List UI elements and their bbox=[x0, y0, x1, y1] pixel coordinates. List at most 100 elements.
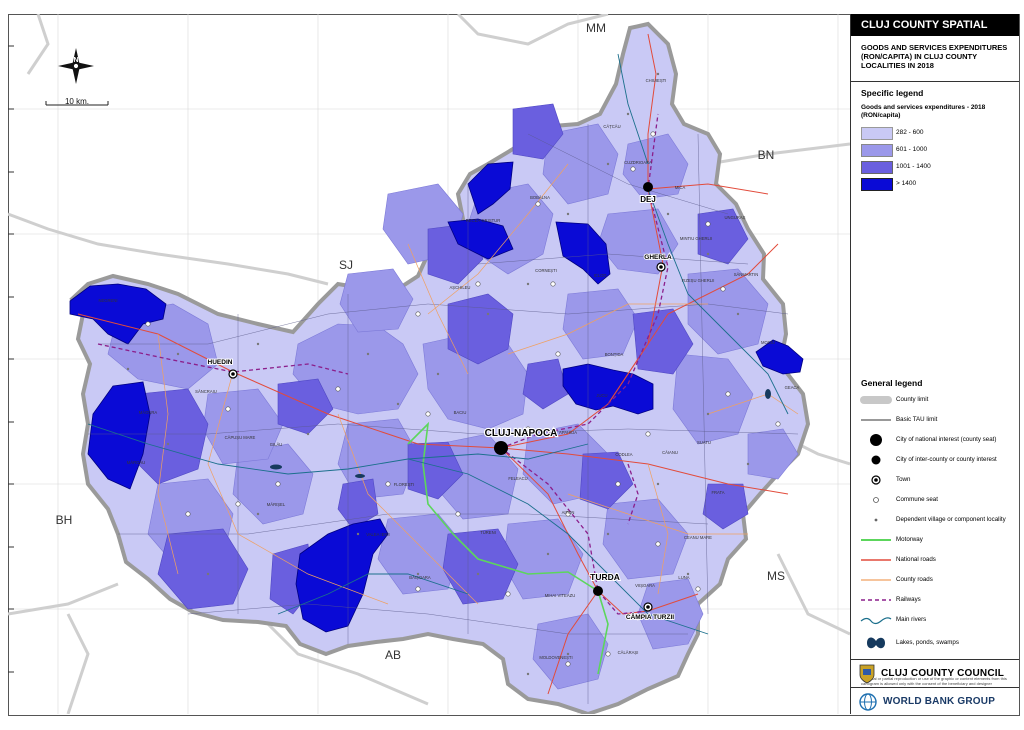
locality-label: APAHIDA bbox=[559, 430, 577, 435]
tau-limits bbox=[88, 124, 799, 704]
legend-lake: Lakes, ponds, swamps bbox=[851, 630, 1019, 656]
city-cluj-napoca[interactable] bbox=[494, 441, 508, 455]
locality-label: AȘCHILEU bbox=[450, 285, 471, 290]
locality-label: FELEACU bbox=[508, 476, 527, 481]
logo-cluj-county-council: CLUJ COUNTY COUNCIL bbox=[851, 659, 1019, 687]
locality-label: SUATU bbox=[697, 440, 711, 445]
legend-village: Dependent village or component locality bbox=[851, 510, 1019, 530]
legend-class-2: 601 - 1000 bbox=[851, 141, 1019, 158]
legend-commune-seat: Commune seat bbox=[851, 490, 1019, 510]
locality-label: MINTIU GHERLII bbox=[680, 236, 712, 241]
locality-label: CĂȚCĂU bbox=[603, 124, 620, 129]
locality-label: VIIȘOARA bbox=[635, 583, 655, 588]
scale-bar bbox=[45, 101, 109, 106]
locality-label: GILĂU bbox=[270, 442, 283, 447]
legend-county-road: County roads bbox=[861, 576, 933, 584]
locality-label: MICA bbox=[675, 185, 686, 190]
locality-label: FIZEȘU GHERLII bbox=[682, 278, 715, 283]
commune-seats bbox=[145, 131, 781, 667]
logo-label: CLUJ COUNTY COUNCIL bbox=[881, 668, 1005, 679]
motorway bbox=[407, 421, 609, 675]
legend-railway: Railways bbox=[861, 596, 921, 604]
legend-class-4: > 1400 bbox=[851, 175, 1019, 192]
frame-ticks bbox=[8, 45, 14, 673]
locality-label: MĂRIȘEL bbox=[267, 502, 286, 507]
specific-legend-heading: Specific legend bbox=[861, 88, 924, 98]
locality-label: TURENI bbox=[480, 530, 496, 535]
city-turda[interactable] bbox=[593, 586, 603, 596]
locality-label: BOBÂLNA bbox=[530, 195, 550, 200]
lakes bbox=[270, 389, 771, 478]
svg-text:N: N bbox=[73, 57, 78, 64]
legend-class-label: 601 - 1000 bbox=[896, 146, 928, 153]
legend-class-label: 282 - 600 bbox=[896, 129, 924, 136]
town-huedin[interactable] bbox=[228, 369, 238, 379]
locality-label: BĂIȘOARA bbox=[409, 575, 431, 580]
neighbor-label-ms: MS bbox=[767, 569, 785, 583]
locality-label: UNGURAȘ bbox=[725, 215, 746, 220]
neighbor-county-limits bbox=[8, 14, 850, 714]
locality-label: CORNEȘTI bbox=[535, 268, 557, 273]
disclaimer: The total or partial reproduction or use… bbox=[861, 676, 1007, 686]
county-map[interactable]: N 10 km. MM BN SJ BH MS AB CHIUIEȘTI CĂȚ… bbox=[8, 14, 850, 714]
locality-label: AITON bbox=[562, 510, 575, 515]
county-crest-icon bbox=[859, 664, 875, 683]
dependent-villages bbox=[126, 72, 750, 676]
legend-city-county: City of inter-county or county interest bbox=[851, 450, 1019, 470]
legend-class-1: 282 - 600 bbox=[851, 124, 1019, 141]
legend-motorway: Motorway bbox=[861, 536, 923, 544]
city-label-turda: TURDA bbox=[590, 572, 620, 582]
panel-title: CLUJ COUNTY SPATIAL PLAN bbox=[851, 14, 1019, 53]
neighbor-label-sj: SJ bbox=[339, 258, 353, 272]
locality-label: BACIU bbox=[454, 410, 467, 415]
locality-label: FLOREȘTI bbox=[394, 482, 414, 487]
class-601-1000-regions bbox=[107, 123, 799, 690]
legend-class-label: > 1400 bbox=[896, 180, 917, 187]
locality-label: CĂPUȘU MARE bbox=[225, 435, 256, 440]
town-label-gherla: GHERLA bbox=[644, 254, 672, 261]
city-label-cluj-napoca: CLUJ-NAPOCA bbox=[485, 428, 558, 439]
neighbor-label-bh: BH bbox=[56, 513, 73, 527]
city-dej[interactable] bbox=[643, 182, 653, 192]
locality-label: CUZDRIOARA bbox=[624, 160, 652, 165]
locality-label: JUCU bbox=[596, 393, 607, 398]
locality-label: FRATA bbox=[711, 490, 724, 495]
railways bbox=[97, 113, 669, 615]
north-arrow-icon bbox=[58, 48, 94, 84]
general-legend-heading: General legend bbox=[861, 378, 923, 388]
locality-label: CĂLĂRAȘI bbox=[618, 650, 639, 655]
legend-panel: CLUJ COUNTY SPATIAL PLAN GOODS AND SERVI… bbox=[850, 14, 1019, 714]
indicator-heading: Goods and services expenditures - 2018 (… bbox=[861, 104, 986, 119]
locality-label: BONȚIDA bbox=[605, 352, 624, 357]
locality-label: VALEA IERII bbox=[366, 532, 389, 537]
neighbor-label-mm: MM bbox=[586, 21, 606, 35]
neighbor-label-bn: BN bbox=[758, 148, 775, 162]
town-campia-turzii[interactable] bbox=[643, 602, 653, 612]
legend-county-limit: County limit bbox=[851, 390, 1019, 410]
panel-subtitle: GOODS AND SERVICES EXPENDITURES (RON/CAP… bbox=[851, 36, 1019, 82]
locality-label: MĂRGĂU bbox=[127, 460, 145, 465]
locality-label: CĂIANU bbox=[662, 450, 678, 455]
city-label-dej: DEJ bbox=[640, 195, 656, 204]
locality-label: CEANU MARE bbox=[684, 535, 712, 540]
town-label-campia-turzii: CÂMPIA TURZII bbox=[626, 612, 674, 621]
legend-river: Main rivers bbox=[851, 610, 1019, 630]
locality-label: ICLOD bbox=[594, 273, 607, 278]
legend-tau-limit: Basic TAU limit bbox=[861, 416, 938, 424]
locality-label: NEGRENI bbox=[98, 298, 117, 303]
logo-label: WORLD BANK GROUP bbox=[883, 696, 996, 707]
neighbor-label-ab: AB bbox=[385, 648, 401, 662]
legend-class-3: 1001 - 1400 bbox=[851, 158, 1019, 175]
town-gherla[interactable] bbox=[656, 262, 666, 272]
class-over-1400-regions bbox=[69, 161, 804, 633]
scale-label: 10 km. bbox=[65, 97, 89, 106]
locality-label: MIHAI VITEAZU bbox=[545, 593, 575, 598]
legend-swatch bbox=[861, 178, 893, 191]
locality-label: MĂGURA bbox=[139, 410, 158, 415]
logo-world-bank-group: WORLD BANK GROUP bbox=[851, 687, 1019, 715]
town-label-huedin: HUEDIN bbox=[208, 359, 233, 366]
locality-label: CODLEA bbox=[615, 452, 632, 457]
legend-swatch bbox=[861, 127, 893, 140]
legend-city-national: City of national interest (county seat) bbox=[851, 430, 1019, 450]
locality-label: CHIUIEȘTI bbox=[646, 78, 667, 83]
